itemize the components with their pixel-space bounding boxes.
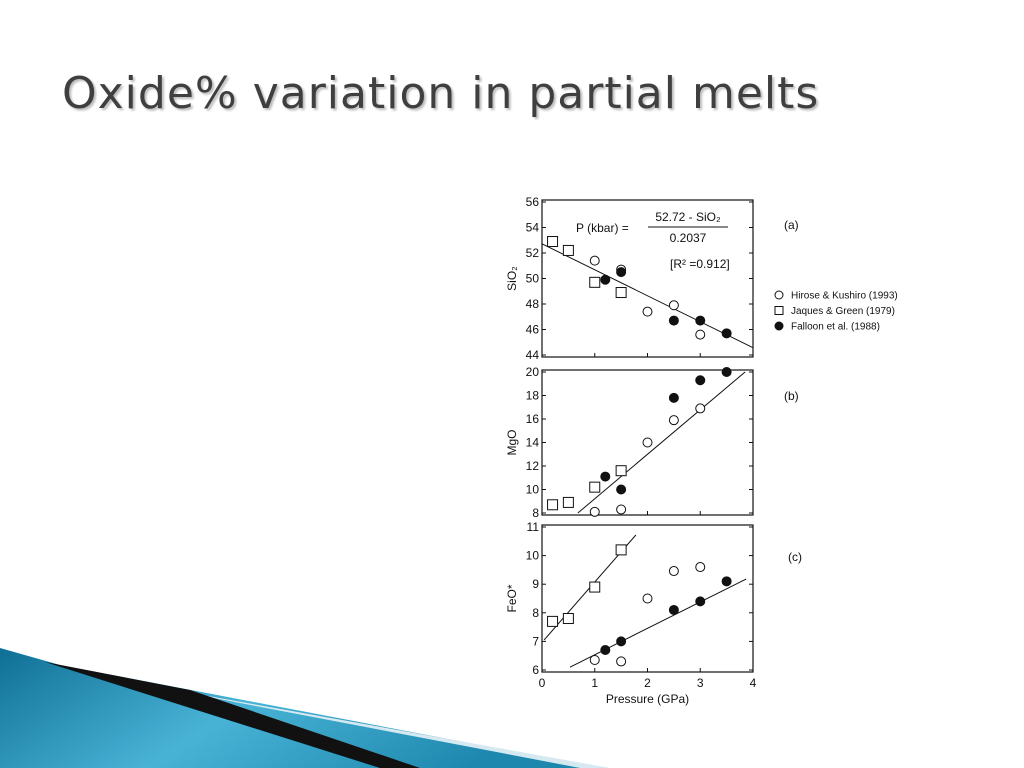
- y-tick-label: 10: [526, 549, 540, 563]
- legend-label: Falloon et al. (1988): [791, 322, 880, 333]
- y-tick-label: 9: [532, 577, 539, 591]
- equation-numerator: 52.72 - SiO₂: [655, 210, 721, 224]
- circle-marker: [695, 315, 706, 326]
- circle-marker: [695, 596, 706, 607]
- fit-line: [541, 243, 754, 349]
- square-marker: [589, 481, 601, 493]
- circle-marker: [589, 255, 600, 266]
- y-tick-label: 54: [526, 221, 540, 235]
- circle-marker: [642, 437, 653, 448]
- square-marker: [615, 544, 627, 556]
- y-tick-label: 14: [526, 436, 540, 450]
- square-marker: [547, 615, 559, 627]
- square-marker: [547, 499, 559, 511]
- circle-marker: [600, 644, 611, 655]
- y-tick-label: 8: [532, 506, 539, 520]
- y-tick-label: 20: [526, 365, 540, 379]
- equation-lhs: P (kbar) =: [576, 221, 629, 235]
- square-marker: [615, 287, 627, 299]
- slide-title: Oxide% variation in partial melts: [62, 68, 819, 119]
- x-axis-title: Pressure (GPa): [606, 692, 689, 706]
- circle-marker: [616, 636, 627, 647]
- legend-label: Hirose & Kushiro (1993): [791, 291, 898, 302]
- y-tick-label: 52: [526, 246, 540, 260]
- y-tick-label: 18: [526, 389, 540, 403]
- square-marker: [562, 496, 574, 508]
- circle-marker: [668, 315, 679, 326]
- circle-marker: [668, 392, 679, 403]
- circle-marker: [695, 329, 706, 340]
- equation: P (kbar) = 52.72 - SiO₂ 0.2037 [R² =0.91…: [576, 210, 730, 271]
- y-tick-label: 7: [532, 634, 539, 648]
- circle-marker: [668, 566, 679, 577]
- circle-marker: [616, 504, 627, 515]
- fit-line: [569, 578, 747, 668]
- circle-marker: [695, 562, 706, 573]
- panel-label: (b): [784, 389, 799, 403]
- x-tick-label: 0: [539, 676, 546, 690]
- y-axis-title: FeO*: [505, 584, 519, 612]
- legend-marker: [774, 321, 784, 331]
- square-marker: [589, 276, 601, 288]
- circle-marker: [721, 367, 732, 377]
- y-tick-label: 11: [527, 520, 540, 534]
- y-tick-label: 6: [532, 663, 539, 677]
- circle-marker: [600, 274, 611, 285]
- swoosh-light: [130, 682, 610, 768]
- square-marker: [562, 613, 574, 625]
- circle-marker: [616, 267, 627, 278]
- swoosh: [0, 648, 600, 768]
- square-marker: [615, 465, 627, 477]
- equation-denominator: 0.2037: [670, 231, 707, 245]
- circle-marker: [695, 403, 706, 414]
- circle-marker: [616, 656, 627, 667]
- x-tick-label: 3: [697, 676, 704, 690]
- y-tick-label: 10: [526, 483, 540, 497]
- fit-line: [577, 371, 746, 514]
- y-tick-label: 12: [526, 459, 540, 473]
- square-marker: [547, 236, 559, 248]
- square-marker: [562, 244, 574, 256]
- circle-marker: [668, 300, 679, 311]
- circle-marker: [668, 604, 679, 615]
- y-tick-label: 44: [526, 348, 540, 362]
- x-tick-label: 4: [750, 676, 757, 690]
- circle-marker: [721, 328, 732, 339]
- y-tick-label: 50: [526, 272, 540, 286]
- circle-marker: [721, 576, 732, 587]
- circle-marker: [600, 471, 611, 482]
- y-axis-title: MgO: [505, 429, 519, 455]
- legend-marker: [774, 290, 784, 300]
- swoosh-dark: [45, 662, 420, 768]
- panel-label: (c): [788, 550, 802, 564]
- circle-marker: [695, 375, 706, 386]
- circle-marker: [616, 484, 627, 495]
- x-tick-label: 2: [644, 676, 651, 690]
- r-squared: [R² =0.912]: [670, 257, 730, 271]
- y-axis-title: SiO₂: [505, 266, 519, 291]
- panel-label: (a): [784, 218, 799, 232]
- circle-marker: [642, 593, 653, 604]
- y-tick-label: 56: [526, 195, 540, 209]
- square-marker: [589, 581, 601, 593]
- y-tick-label: 46: [526, 323, 540, 337]
- circle-marker: [668, 415, 679, 426]
- y-tick-label: 8: [532, 606, 539, 620]
- y-tick-label: 48: [526, 297, 540, 311]
- circle-marker: [642, 306, 653, 317]
- circle-marker: [589, 654, 600, 665]
- x-tick-label: 1: [591, 676, 598, 690]
- y-tick-label: 16: [526, 412, 540, 426]
- plot-frame: [541, 199, 754, 358]
- circle-marker: [589, 506, 600, 517]
- legend-label: Jaques & Green (1979): [791, 306, 895, 317]
- legend-marker: [774, 306, 784, 315]
